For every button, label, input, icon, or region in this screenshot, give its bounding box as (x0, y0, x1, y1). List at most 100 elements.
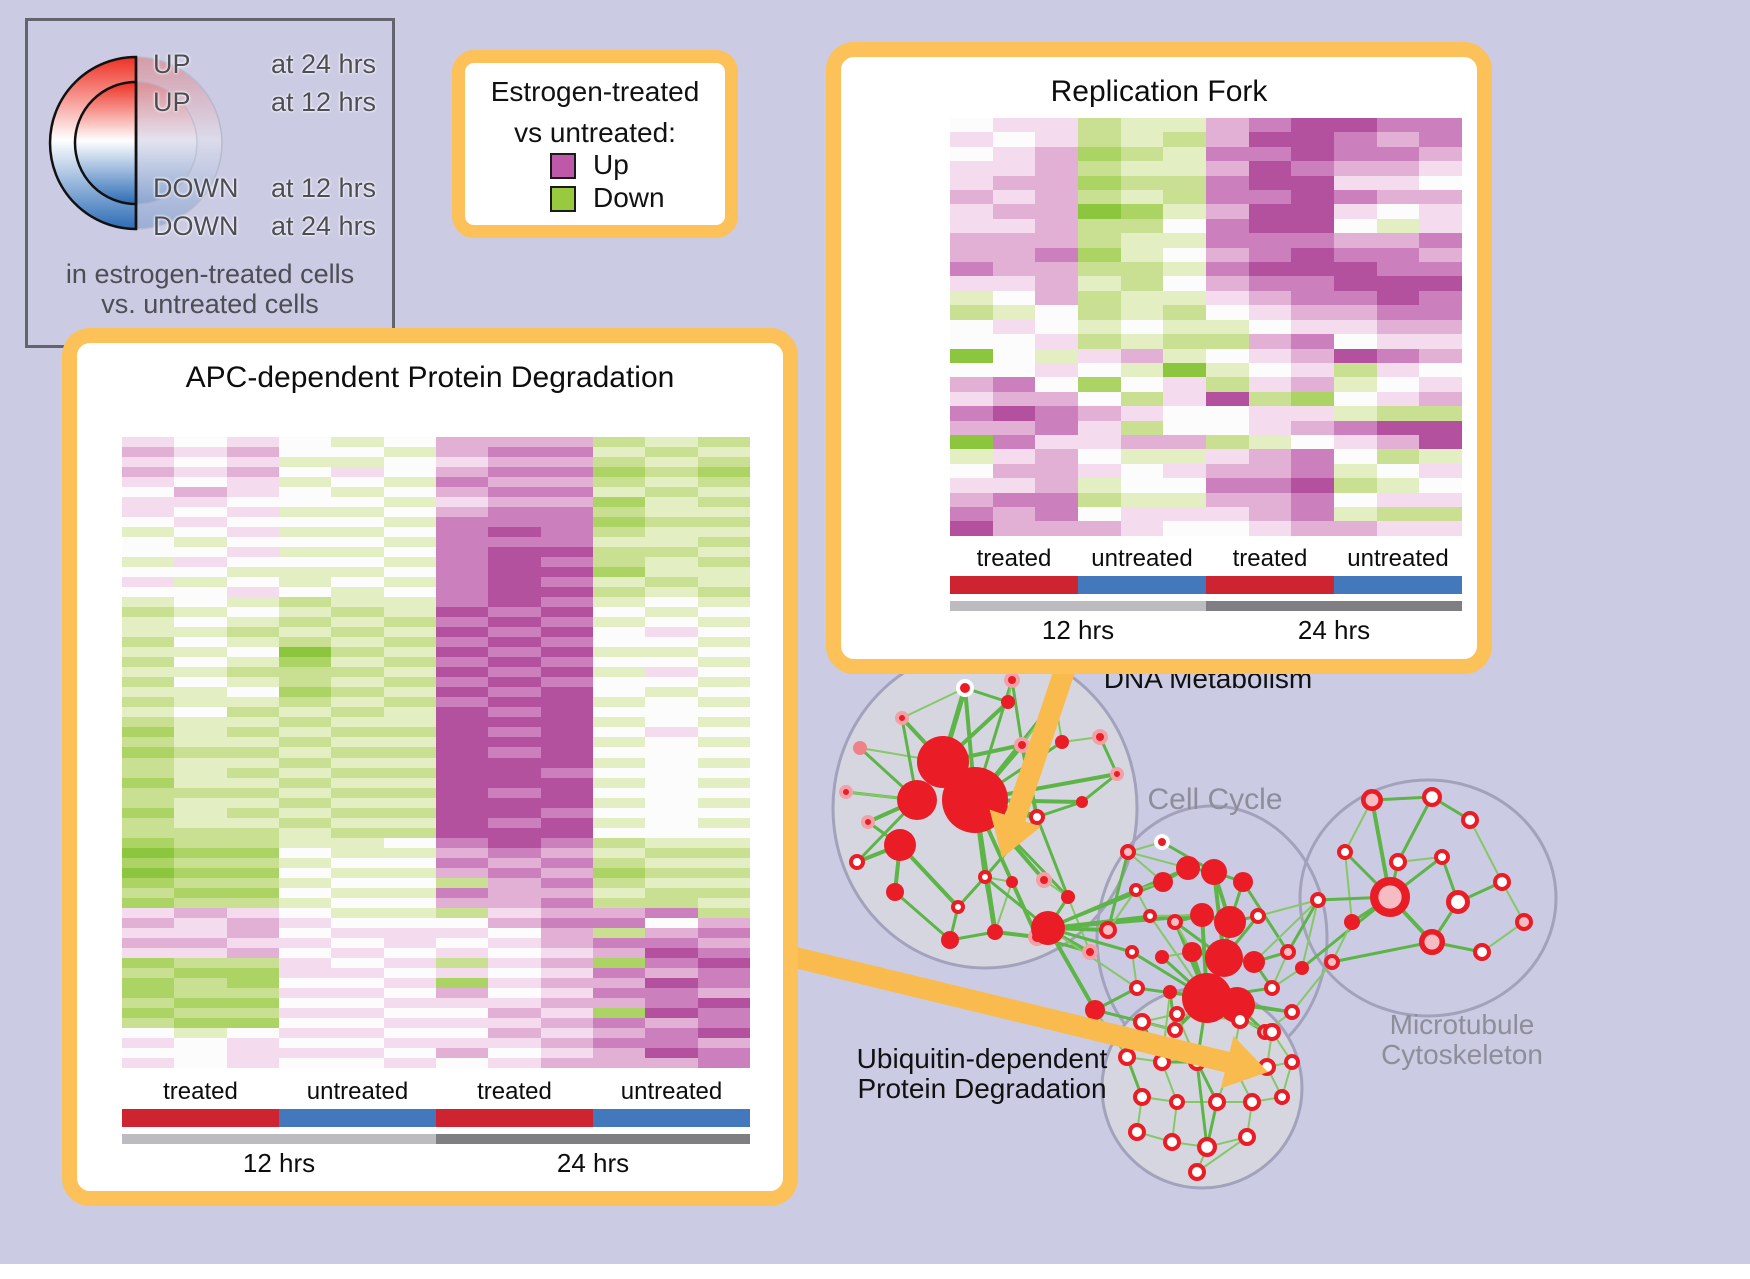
heatmap-cell (331, 1007, 384, 1018)
heatmap-cell (488, 877, 541, 888)
heatmap-cell (592, 597, 646, 608)
network-node (849, 854, 865, 870)
heatmap-cell (122, 877, 175, 888)
heatmap-cell (540, 667, 593, 678)
heatmap-cell (592, 907, 646, 918)
heatmap-cell (1376, 334, 1420, 349)
network-node (1092, 729, 1108, 745)
heatmap-cell (992, 406, 1036, 421)
heatmap-cell (592, 777, 646, 788)
heatmap-cell (1078, 146, 1121, 162)
heatmap-cell (1334, 146, 1377, 162)
heatmap-cell (645, 1057, 698, 1068)
heatmap-cell (645, 967, 698, 978)
heatmap-cell (383, 617, 436, 628)
heatmap-cell (540, 507, 593, 518)
heatmap-cell (1120, 247, 1164, 263)
heatmap-cell (1035, 348, 1079, 363)
heatmap-cell (488, 1037, 541, 1048)
heatmap-cell (278, 837, 332, 848)
network-node (956, 679, 974, 697)
heatmap-cell (645, 777, 698, 788)
heatmap-cell (697, 737, 750, 748)
apc-degradation-axis: treated untreated treated untreated 12 hrs 24… (122, 1078, 750, 1179)
heatmap-row (122, 1057, 750, 1068)
heatmap-cell (331, 597, 384, 608)
heatmap-cell (122, 587, 175, 598)
heatmap-cell (435, 437, 489, 448)
heatmap-cell (383, 647, 436, 658)
heatmap-cell (992, 190, 1036, 205)
heatmap-cell (226, 1027, 279, 1038)
heatmap-cell (950, 362, 993, 378)
heatmap-cell (122, 987, 175, 998)
heatmap-cell (331, 487, 384, 498)
condition-color-bar (279, 1109, 436, 1127)
heatmap-cell (1334, 161, 1377, 176)
heatmap-cell (592, 697, 646, 708)
heatmap-cell (540, 577, 593, 588)
heatmap-cell (226, 877, 279, 888)
heatmap-cell (540, 1017, 593, 1028)
heatmap-cell (174, 647, 227, 658)
heatmap-cell (383, 677, 436, 688)
heatmap-cell (1078, 262, 1121, 277)
heatmap-cell (1163, 334, 1207, 349)
heatmap-cell (1035, 262, 1079, 277)
heatmap-cell (174, 987, 227, 998)
heatmap-cell (950, 492, 993, 507)
heatmap-cell (1291, 204, 1335, 219)
network-edge (1469, 819, 1503, 883)
condition-color-bar (122, 1109, 279, 1127)
heatmap-row (950, 334, 1463, 349)
heatmap-cell (488, 627, 541, 638)
heatmap-cell (488, 537, 541, 548)
heatmap-cell (1419, 348, 1463, 363)
heatmap-cell (992, 233, 1036, 248)
heatmap-cell (992, 449, 1036, 464)
heatmap-cell (383, 687, 436, 698)
heatmap-cell (278, 827, 332, 838)
heatmap-cell (592, 547, 646, 558)
heatmap-cell (331, 737, 384, 748)
heatmap-cell (174, 677, 227, 688)
heatmap-cell (278, 967, 332, 978)
heatmap-cell (1291, 463, 1335, 479)
time-label: 24 hrs (556, 1148, 630, 1178)
heatmap-row (950, 118, 1463, 133)
heatmap-cell (1291, 118, 1335, 133)
heatmap-cell (1291, 449, 1335, 464)
heatmap-cell (226, 537, 279, 548)
heatmap-cell (226, 967, 279, 978)
heatmap-cell (1163, 290, 1207, 306)
heatmap-cell (1376, 290, 1420, 306)
heatmap-cell (1248, 175, 1292, 191)
heatmap-row (122, 437, 750, 448)
network-node (1421, 786, 1442, 807)
network-node (1263, 1023, 1281, 1041)
heatmap-cell (488, 807, 541, 818)
heatmap-cell (1206, 190, 1249, 205)
heatmap-cell (122, 507, 175, 518)
heatmap-cell (992, 161, 1036, 176)
heatmap-cell (697, 607, 750, 618)
heatmap-cell (435, 977, 489, 988)
heatmap-cell (383, 907, 436, 918)
heatmap-cell (1206, 218, 1249, 234)
heatmap-cell (697, 727, 750, 738)
heatmap-cell (1206, 132, 1249, 147)
heatmap-cell (331, 507, 384, 518)
heatmap-row (950, 521, 1463, 536)
heatmap-cell (1035, 449, 1079, 464)
heatmap-row (122, 827, 750, 838)
heatmap-cell (226, 927, 279, 938)
heatmap-cell (1035, 247, 1079, 263)
heatmap-cell (383, 887, 436, 898)
heatmap-cell (950, 334, 993, 349)
heatmap-cell (1419, 305, 1463, 320)
heatmap-cell (1334, 521, 1377, 536)
heatmap-cell (1248, 276, 1292, 291)
heatmap-cell (1291, 233, 1335, 248)
network-node (1014, 737, 1030, 753)
heatmap-cell (592, 867, 646, 878)
